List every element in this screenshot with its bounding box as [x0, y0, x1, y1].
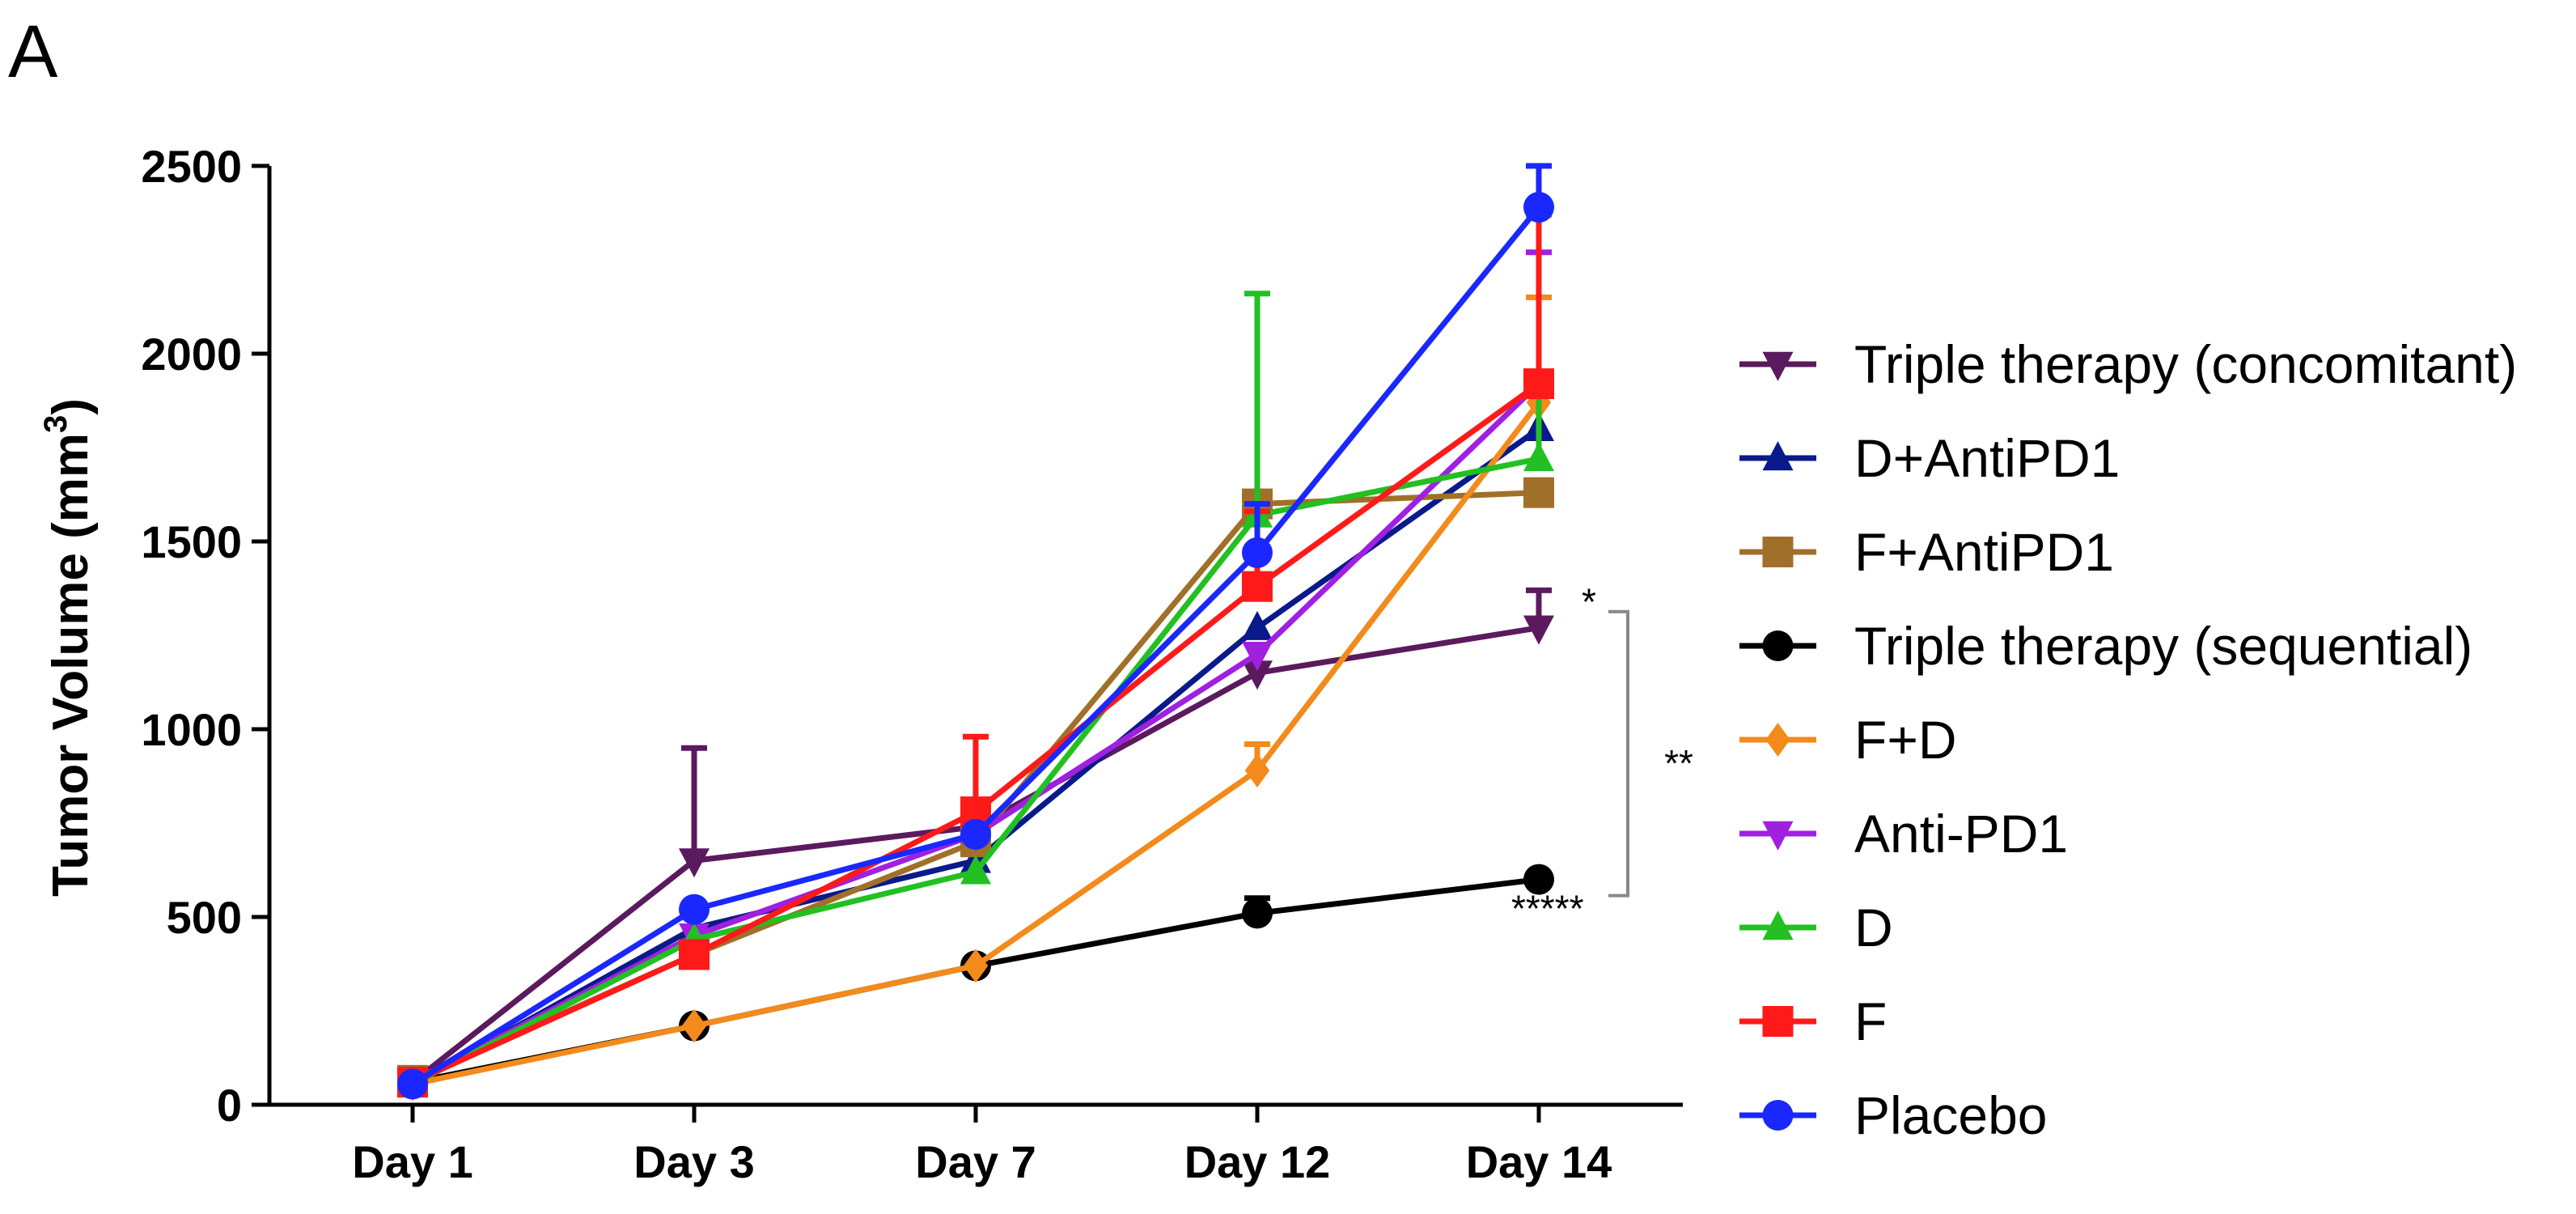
- legend-marker: [1762, 441, 1794, 471]
- series-f: [397, 200, 1554, 1098]
- legend-item: D: [1739, 898, 1893, 957]
- data-point: [1523, 368, 1554, 400]
- data-point: [1523, 192, 1554, 223]
- legend-item: F: [1739, 991, 1887, 1051]
- data-point: [1242, 660, 1273, 690]
- data-point: [960, 855, 991, 885]
- x-tick-label: Day 3: [633, 1136, 754, 1187]
- legend-label: F+AntiPD1: [1854, 522, 2114, 582]
- y-axis-ticks: 0 500 1000 1500 2000 2500: [141, 141, 269, 1131]
- data-point: [963, 949, 989, 983]
- data-point: [1242, 537, 1273, 568]
- legend-marker: [1762, 537, 1794, 567]
- series-layer: [397, 163, 1554, 1102]
- y-axis-label: Tumor Volume (mm3): [38, 398, 99, 897]
- data-point: [397, 1068, 428, 1100]
- data-point: [960, 818, 991, 850]
- x-tick-label: Day 12: [1184, 1136, 1331, 1187]
- legend-item: F+D: [1739, 710, 1957, 770]
- legend-label: F+D: [1854, 710, 1957, 770]
- legend-marker: [1762, 351, 1794, 381]
- legend-label: F: [1854, 991, 1887, 1051]
- panel-label: A: [8, 11, 58, 93]
- x-tick-label: Day 14: [1466, 1136, 1612, 1187]
- legend-item: Triple therapy (sequential): [1739, 616, 2472, 676]
- legend-label: Triple therapy (concomitant): [1854, 334, 2517, 394]
- data-point: [1242, 610, 1273, 640]
- x-tick-label: Day 7: [915, 1136, 1036, 1187]
- data-point: [1242, 571, 1273, 602]
- data-point: [1244, 753, 1270, 787]
- legend-item: Triple therapy (concomitant): [1739, 334, 2517, 394]
- data-point: [1523, 615, 1554, 645]
- legend-marker: [1762, 821, 1794, 851]
- legend-label: Placebo: [1854, 1085, 2048, 1145]
- legend-marker: [1762, 1100, 1794, 1131]
- legend-label: Triple therapy (sequential): [1854, 616, 2472, 676]
- data-point: [1523, 442, 1554, 472]
- legend: Triple therapy (concomitant) D+AntiPD1 F+A…: [1739, 334, 2517, 1145]
- y-tick-label: 1500: [141, 516, 242, 567]
- significance-bracket: [1608, 609, 1629, 898]
- y-tick-label: 0: [217, 1080, 242, 1131]
- legend-item: D+AntiPD1: [1739, 428, 2120, 488]
- y-tick-label: 2000: [141, 329, 242, 380]
- legend-marker: [1762, 910, 1794, 940]
- legend-marker: [1762, 630, 1794, 661]
- significance-five-star-sequential: *****: [1511, 888, 1584, 930]
- x-tick-label: Day 1: [352, 1136, 472, 1187]
- y-tick-label: 2500: [141, 141, 242, 192]
- data-point: [679, 894, 710, 925]
- legend-label: D: [1854, 898, 1893, 957]
- significance-star-concomitant: *: [1582, 580, 1596, 622]
- data-point: [679, 939, 710, 970]
- legend-item: Anti-PD1: [1739, 804, 2068, 864]
- data-point: [1523, 477, 1554, 508]
- legend-marker: [1762, 1006, 1794, 1037]
- series-f-d: [400, 294, 1552, 1102]
- series-placebo: [397, 163, 1554, 1100]
- data-point: [1242, 898, 1273, 929]
- y-tick-label: 500: [167, 892, 242, 943]
- legend-label: Anti-PD1: [1854, 804, 2068, 864]
- y-tick-label: 1000: [141, 704, 242, 755]
- data-point: [681, 1008, 707, 1043]
- x-axis-ticks: Day 1 Day 3 Day 7 Day 12 Day 14: [352, 1105, 1612, 1187]
- data-point: [679, 848, 710, 878]
- legend-label: D+AntiPD1: [1854, 428, 2120, 488]
- significance-annotations: * ** *****: [1511, 580, 1693, 929]
- data-point: [1523, 864, 1554, 895]
- significance-double-star: **: [1664, 742, 1693, 784]
- legend-item: F+AntiPD1: [1739, 522, 2114, 582]
- legend-marker: [1765, 723, 1790, 757]
- legend-item: Placebo: [1739, 1085, 2048, 1145]
- data-point: [1242, 642, 1273, 672]
